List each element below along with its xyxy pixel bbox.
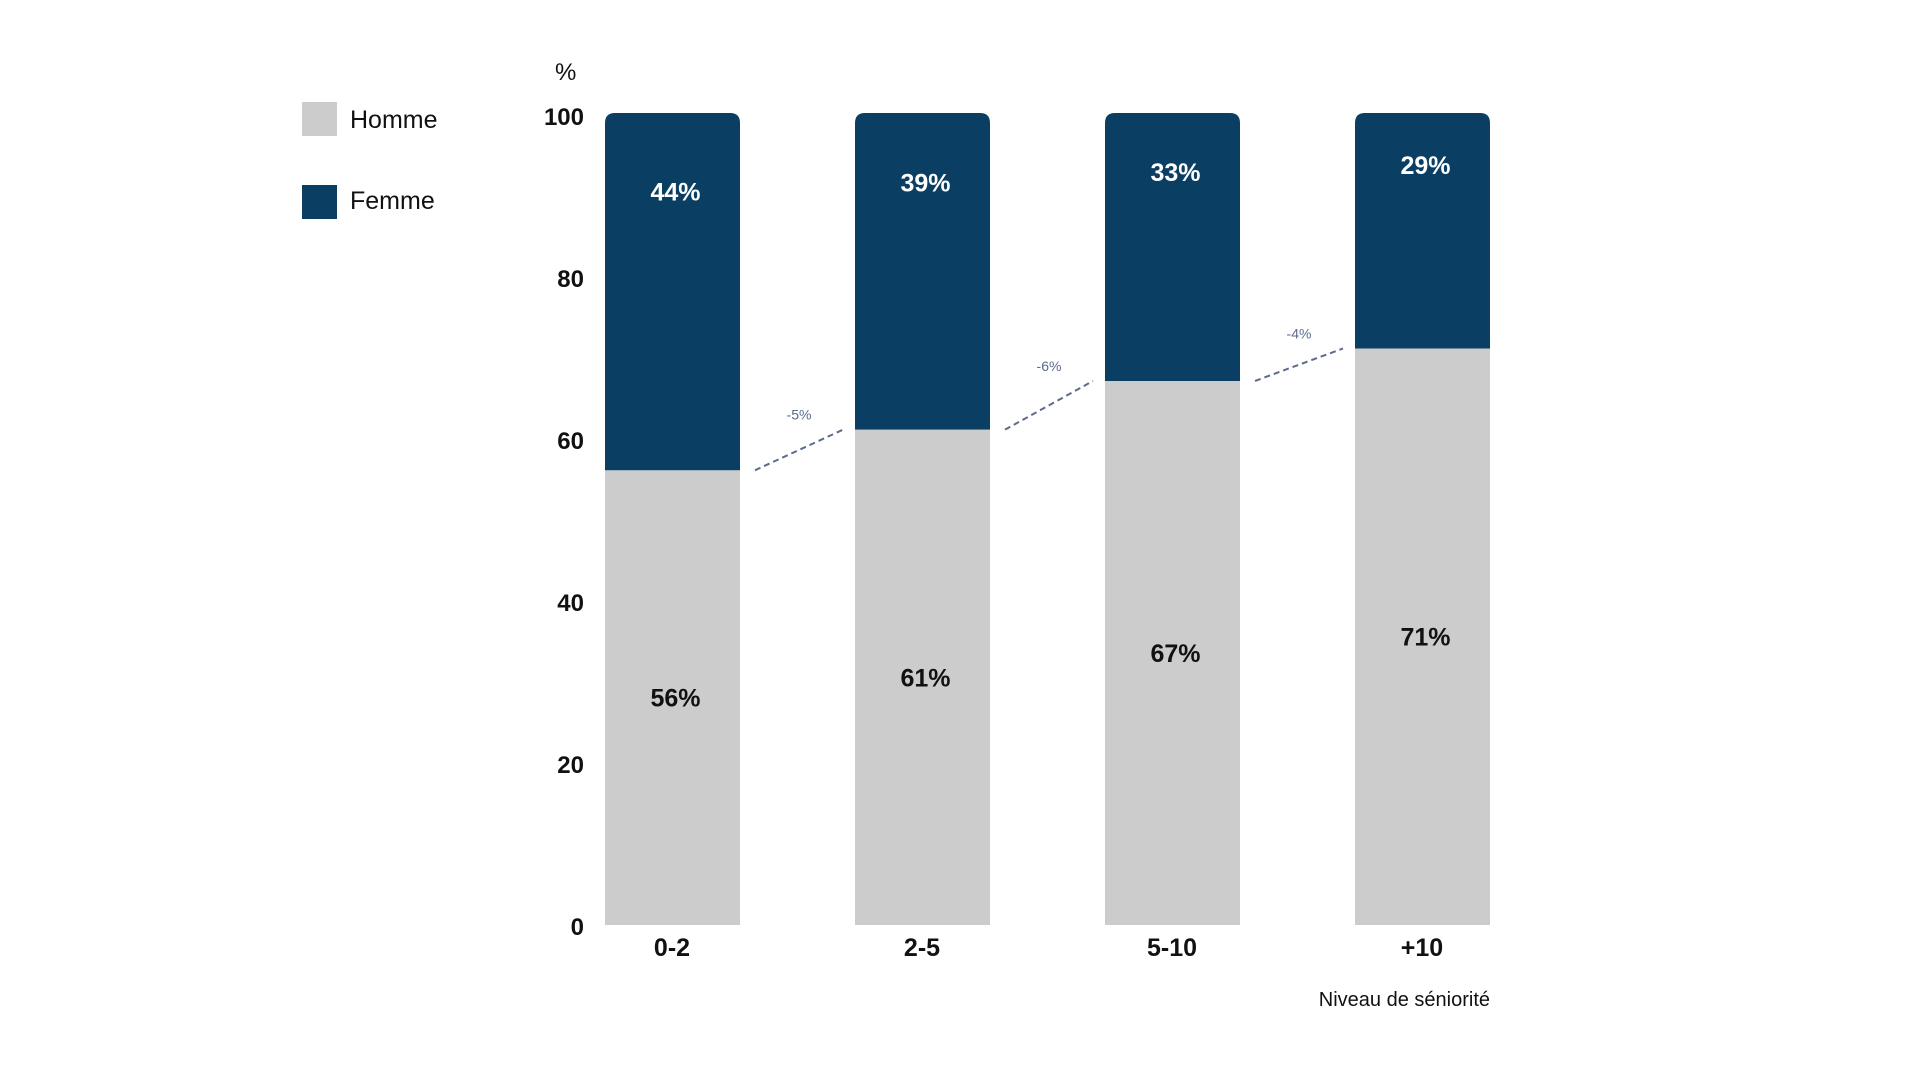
bar-segment-homme bbox=[605, 470, 740, 925]
bar-segment-femme bbox=[1105, 113, 1240, 381]
bars: 56% 44% 61% 39% 67% 33% 71% 29% bbox=[605, 113, 1490, 926]
data-label-homme: 71% bbox=[1400, 624, 1450, 652]
legend-swatch-homme bbox=[302, 102, 337, 136]
delta-connector-line bbox=[1254, 347, 1344, 382]
y-tick-label: 100 bbox=[544, 104, 584, 131]
bar-segment-homme bbox=[1355, 348, 1490, 926]
legend-swatch-femme bbox=[302, 185, 337, 219]
bar-segment-homme bbox=[1105, 380, 1240, 926]
bar-segment-femme bbox=[1355, 113, 1490, 349]
legend: Homme Femme bbox=[302, 102, 438, 219]
data-label-homme: 67% bbox=[1150, 640, 1200, 668]
x-axis: 0-2 2-5 5-10 +10 bbox=[654, 934, 1443, 962]
x-category-label: 2-5 bbox=[904, 934, 940, 962]
y-tick-label: 60 bbox=[557, 428, 584, 455]
delta-connector-line bbox=[754, 428, 844, 472]
y-tick-label: 40 bbox=[557, 590, 584, 617]
delta-connector-line bbox=[1004, 380, 1094, 431]
delta-connectors: -5% -6% -4% bbox=[754, 325, 1344, 472]
data-label-femme: 44% bbox=[650, 179, 700, 207]
data-label-homme: 61% bbox=[900, 664, 950, 692]
y-tick-label: 20 bbox=[557, 752, 584, 779]
delta-label: -4% bbox=[1287, 325, 1312, 341]
x-category-label: 5-10 bbox=[1147, 934, 1197, 962]
data-label-femme: 33% bbox=[1150, 159, 1200, 187]
x-axis-label: Niveau de séniorité bbox=[1319, 989, 1490, 1011]
y-tick-label: 0 bbox=[571, 914, 584, 941]
data-label-femme: 29% bbox=[1400, 152, 1450, 180]
data-label-femme: 39% bbox=[900, 170, 950, 198]
bar-segment-femme bbox=[855, 113, 990, 430]
x-category-label: 0-2 bbox=[654, 934, 690, 962]
x-category-label: +10 bbox=[1401, 934, 1443, 962]
legend-label-femme: Femme bbox=[350, 187, 435, 215]
legend-label-homme: Homme bbox=[350, 106, 438, 134]
y-tick-label: 80 bbox=[557, 266, 584, 293]
bar-segment-homme bbox=[855, 429, 990, 925]
delta-label: -5% bbox=[787, 407, 812, 423]
data-label-homme: 56% bbox=[650, 685, 700, 713]
bar-segment-femme bbox=[605, 113, 740, 471]
y-unit-label: % bbox=[555, 59, 576, 86]
delta-label: -6% bbox=[1037, 358, 1062, 374]
y-axis: 0 20 40 60 80 100 bbox=[544, 104, 584, 941]
